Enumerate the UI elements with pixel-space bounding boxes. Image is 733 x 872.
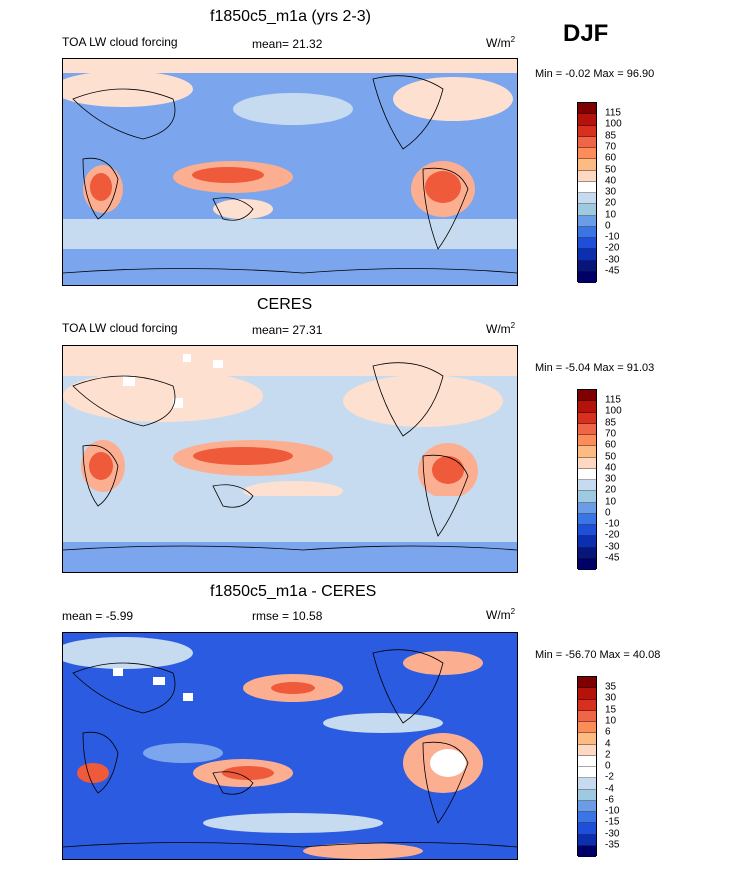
panel2-cb-label: 20 (605, 484, 617, 496)
panel1-cb-label: 20 (605, 197, 617, 209)
panel2-cb-label: 10 (605, 496, 617, 508)
panel1-minmax: Min = -0.02 Max = 96.90 (535, 68, 655, 80)
panel3-cb-label: -4 (605, 783, 614, 795)
panel2-cb-label: 70 (605, 428, 617, 440)
panel2-mean: mean= 27.31 (252, 323, 323, 337)
panel3-cb-label: 15 (605, 704, 617, 716)
panel1-cb-label: 115 (605, 107, 621, 119)
panel3-cb-label: -6 (605, 794, 614, 806)
panel1-cb-label: -30 (605, 254, 620, 266)
panel3-map (53, 632, 518, 860)
panel1-cb-label: 85 (605, 130, 617, 142)
panel2-colorbar (577, 389, 597, 570)
panel2-map (62, 345, 518, 573)
panel3-map-field (53, 637, 518, 859)
panel3-mean: mean = -5.99 (62, 609, 134, 623)
panel1-variable: TOA LW cloud forcing (62, 35, 178, 49)
panel1-cb-label: 0 (605, 220, 611, 232)
panel3-cb-label: -15 (605, 816, 620, 828)
panel1-cb-label: -45 (605, 265, 620, 277)
panel2-cb-label: 50 (605, 451, 617, 463)
panel3-cb-label: 10 (605, 715, 617, 727)
panel1-map (53, 58, 518, 286)
panel3-minmax: Min = -56.70 Max = 40.08 (535, 649, 661, 661)
panel2-cb-label: -20 (605, 529, 620, 541)
panel3-cb-label: 0 (605, 760, 611, 772)
panel2-cb-label: -10 (605, 518, 620, 530)
panel1-cb-label: 40 (605, 175, 617, 187)
panel1-cb-label: 60 (605, 152, 617, 164)
panel2-cb-label: 85 (605, 417, 617, 429)
panel2-cb-label: 0 (605, 507, 611, 519)
panel1-title: f1850c5_m1a (yrs 2-3) (210, 8, 371, 25)
panel1-cb-label: 100 (605, 118, 622, 130)
panel1-cb-label: 10 (605, 209, 617, 221)
panel3-cb-label: -30 (605, 828, 620, 840)
panel2-cb-label: 30 (605, 473, 617, 485)
panel3-rmse: rmse = 10.58 (252, 609, 323, 623)
panel3-cb-label: 35 (605, 681, 617, 693)
panel1-cb-label: 30 (605, 186, 617, 198)
panel3-cb-label: 4 (605, 738, 611, 750)
panel1-units: W/m2 (486, 35, 516, 50)
panel3-cb-label: -35 (605, 839, 620, 851)
panel3-title: f1850c5_m1a - CERES (210, 583, 377, 600)
panel2-units: W/m2 (486, 321, 516, 336)
panel2-cb-label: 100 (605, 405, 622, 417)
panel2-minmax: Min = -5.04 Max = 91.03 (535, 362, 655, 374)
panel2-cb-label: 115 (605, 394, 621, 406)
panel1-map-field (53, 59, 518, 285)
panel2-map-field (62, 346, 518, 572)
panel1-mean: mean= 21.32 (252, 37, 323, 51)
panel2-cb-label: 40 (605, 462, 617, 474)
panel2-cb-label: -45 (605, 552, 620, 564)
panel3-cb-label: -2 (605, 771, 614, 783)
panel3-cb-label: 2 (605, 749, 611, 761)
panel3-cb-label: 30 (605, 692, 617, 704)
panel2-title: CERES (257, 296, 313, 313)
panel3-cb-label: 6 (605, 726, 611, 738)
panel2-cb-label: -30 (605, 541, 620, 553)
panel3-units: W/m2 (486, 607, 516, 622)
panel1-cb-label: -20 (605, 242, 620, 254)
panel3-colorbar (577, 676, 597, 857)
panel2-variable: TOA LW cloud forcing (62, 321, 178, 335)
panel1-cb-label: -10 (605, 231, 620, 243)
panel2-cb-label: 60 (605, 439, 617, 451)
panel1-cb-label: 70 (605, 141, 617, 153)
panel1-colorbar (577, 102, 597, 283)
panel1-cb-label: 50 (605, 164, 617, 176)
season-label: DJF (563, 20, 609, 47)
panel3-cb-label: -10 (605, 805, 620, 817)
